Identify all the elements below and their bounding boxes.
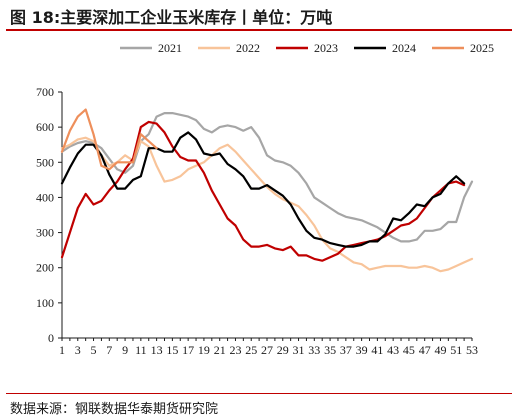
series-line-2025 — [60, 108, 158, 171]
x-tick-label: 51 — [450, 343, 462, 357]
x-tick-label: 31 — [293, 343, 305, 357]
legend-label-2023: 2023 — [314, 41, 338, 55]
x-tick-label: 33 — [308, 343, 320, 357]
chart-title: 图 18:主要深加工企业玉米库存丨单位：万吨 — [10, 8, 333, 27]
series-line-2023 — [60, 120, 466, 262]
y-tick-label: 100 — [36, 296, 54, 310]
legend-label-2021: 2021 — [158, 41, 182, 55]
x-tick-label: 9 — [122, 343, 128, 357]
x-tick-label: 45 — [403, 343, 415, 357]
legend-label-2022: 2022 — [236, 41, 260, 55]
data-source: 数据来源：钢联数据华泰期货研究院 — [10, 402, 219, 417]
title-divider — [6, 29, 512, 31]
x-tick-label: 21 — [214, 343, 226, 357]
source-divider — [6, 393, 512, 394]
x-tick-label: 37 — [340, 343, 352, 357]
y-tick-label: 400 — [36, 190, 54, 204]
x-tick-label: 13 — [151, 343, 163, 357]
x-tick-label: 49 — [434, 343, 446, 357]
x-tick-label: 23 — [229, 343, 241, 357]
x-tick-label: 5 — [91, 343, 97, 357]
x-tick-label: 7 — [106, 343, 112, 357]
x-tick-label: 41 — [371, 343, 383, 357]
y-tick-label: 500 — [36, 155, 54, 169]
chart-legend: 2021 2022 2023 2024 2025 — [120, 41, 494, 55]
legend-label-2025: 2025 — [470, 41, 494, 55]
y-tick-label: 300 — [36, 226, 54, 240]
series-line-2024 — [60, 131, 466, 248]
x-tick-label: 15 — [166, 343, 178, 357]
series-line-2021 — [60, 111, 474, 243]
y-tick-label: 200 — [36, 261, 54, 275]
x-tick-label: 1 — [59, 343, 65, 357]
y-tick-label: 0 — [48, 331, 54, 345]
x-tick-label: 29 — [277, 343, 289, 357]
x-tick-label: 19 — [198, 343, 210, 357]
y-tick-label: 600 — [36, 120, 54, 134]
x-tick-label: 43 — [387, 343, 399, 357]
series-line-2022 — [60, 136, 474, 273]
x-tick-label: 39 — [356, 343, 368, 357]
x-tick-label: 47 — [419, 343, 431, 357]
chart-series — [60, 108, 474, 273]
x-tick-label: 35 — [324, 343, 336, 357]
x-tick-label: 11 — [135, 343, 147, 357]
x-tick-label: 3 — [75, 343, 81, 357]
x-tick-label: 17 — [182, 343, 194, 357]
x-tick-label: 27 — [261, 343, 273, 357]
x-tick-label: 53 — [466, 343, 478, 357]
legend-label-2024: 2024 — [392, 41, 416, 55]
y-tick-label: 700 — [36, 85, 54, 99]
x-tick-label: 25 — [245, 343, 257, 357]
